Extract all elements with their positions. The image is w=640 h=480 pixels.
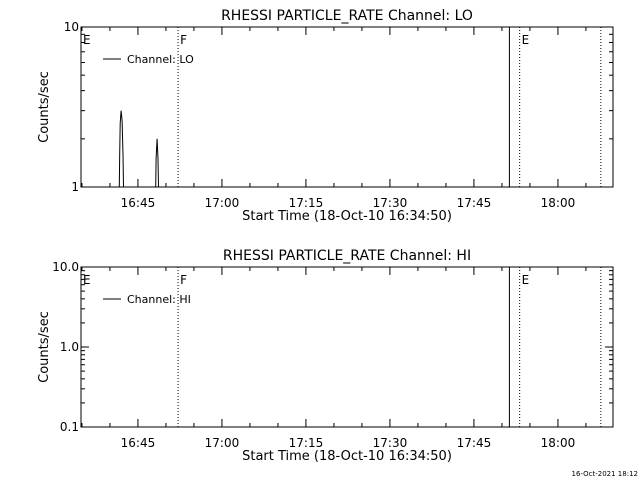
annotation-label: E <box>83 273 91 287</box>
annotation-label: F <box>180 33 187 47</box>
y-tick-label: 10.0 <box>52 260 79 274</box>
x-tick-label: 17:00 <box>205 436 240 450</box>
x-tick-label: 17:45 <box>457 436 492 450</box>
x-tick-label: 16:45 <box>121 196 156 210</box>
x-tick-label: 17:45 <box>457 196 492 210</box>
x-tick-label: 18:00 <box>541 436 576 450</box>
x-tick-label: 18:00 <box>541 196 576 210</box>
annotation-label: F <box>180 273 187 287</box>
annotation-label: E <box>83 33 91 47</box>
y-tick-label: 0.1 <box>60 420 79 434</box>
y-axis-label: Counts/sec <box>37 71 52 143</box>
y-tick-label: 10 <box>64 20 79 34</box>
annotation-label: E <box>522 273 530 287</box>
chart-title: RHESSI PARTICLE_RATE Channel: LO <box>221 8 473 24</box>
x-tick-label: 17:15 <box>289 196 324 210</box>
legend-label: Channel: LO <box>127 53 194 66</box>
footer-timestamp: 16-Oct-2021 18:12 <box>572 470 638 478</box>
series-line-0 <box>118 110 159 188</box>
x-tick-label: 17:30 <box>373 196 408 210</box>
panel-hi: RHESSI PARTICLE_RATE Channel: HI 0.1 1.0 10… <box>37 248 614 464</box>
y-tick-label: 1 <box>71 180 79 194</box>
x-axis-label: Start Time (18-Oct-10 16:34:50) <box>242 449 452 464</box>
x-tick-label: 16:45 <box>121 436 156 450</box>
chart-title: RHESSI PARTICLE_RATE Channel: HI <box>223 248 471 264</box>
plot-frame <box>80 26 614 188</box>
x-axis-label: Start Time (18-Oct-10 16:34:50) <box>242 209 452 224</box>
x-tick-label: 17:15 <box>289 436 324 450</box>
x-tick-label: 17:00 <box>205 196 240 210</box>
legend-label: Channel: HI <box>127 293 191 306</box>
y-axis-label: Counts/sec <box>37 311 52 383</box>
x-tick-label: 17:30 <box>373 436 408 450</box>
plot-frame <box>80 266 614 428</box>
panel-lo: RHESSI PARTICLE_RATE Channel: LO 1 10 16:45… <box>37 8 614 224</box>
annotation-label: E <box>522 33 530 47</box>
y-tick-label: 1.0 <box>60 340 79 354</box>
